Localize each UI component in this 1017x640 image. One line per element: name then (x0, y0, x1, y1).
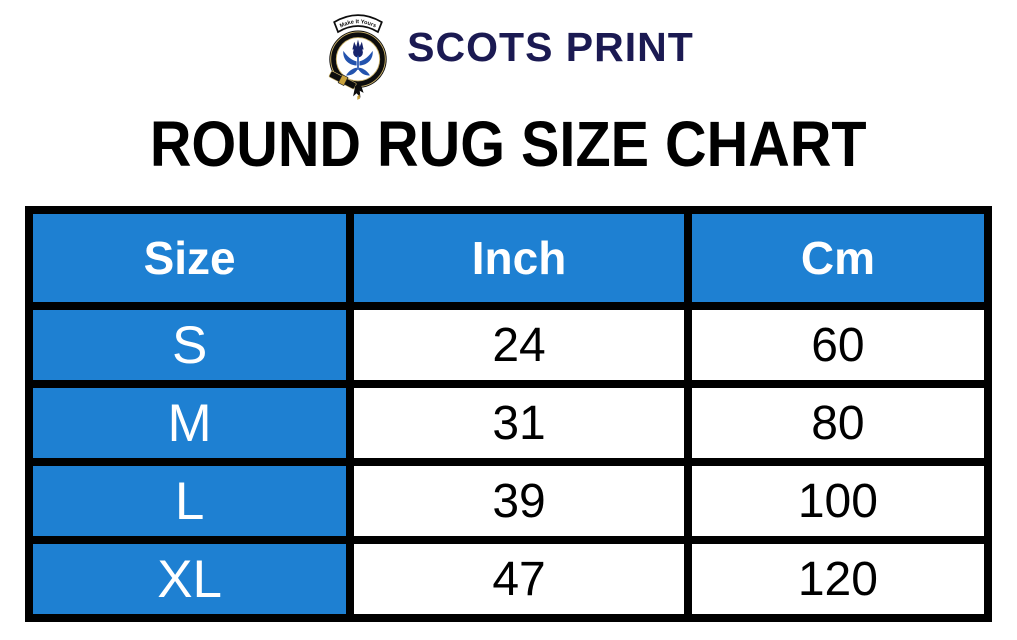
thistle-icon (343, 39, 373, 76)
brand-header: Make It Yours (0, 0, 1017, 102)
inch-cell: 24 (346, 302, 692, 388)
cm-cell: 80 (683, 380, 993, 466)
inch-cell: 47 (346, 536, 692, 622)
cm-cell: 120 (683, 536, 993, 622)
page-title: ROUND RUG SIZE CHART (150, 108, 867, 180)
size-cell: L (24, 458, 355, 544)
svg-text:Make It Yours: Make It Yours (339, 19, 377, 29)
brand-wordmark: SCOTS PRINT (407, 23, 694, 70)
column-header-cm: Cm (683, 206, 993, 310)
size-cell: XL (24, 536, 355, 622)
inch-cell: 39 (346, 458, 692, 544)
size-chart-table: Size Inch Cm S 24 60 M 31 80 L 39 100 (24, 206, 993, 622)
table-row-l: L 39 100 (24, 458, 993, 544)
header-row: Size Inch Cm (24, 206, 993, 310)
inch-cell: 31 (346, 380, 692, 466)
size-cell: M (24, 380, 355, 466)
table-row-s: S 24 60 (24, 302, 993, 388)
column-header-inch: Inch (346, 206, 692, 310)
crest-tagline: Make It Yours (339, 19, 377, 29)
column-header-size: Size (24, 206, 355, 310)
size-cell: S (24, 302, 355, 388)
table-row-xl: XL 47 120 (24, 536, 993, 622)
table-row-m: M 31 80 (24, 380, 993, 466)
thistle-clan-crest-icon: Make It Yours (329, 14, 387, 100)
cm-cell: 100 (683, 458, 993, 544)
cm-cell: 60 (683, 302, 993, 388)
